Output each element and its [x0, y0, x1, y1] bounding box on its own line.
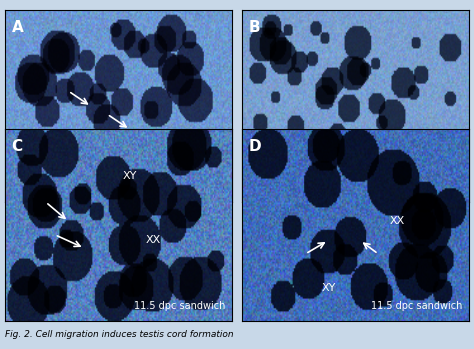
- Text: Fig. 2. Cell migration induces testis cord formation: Fig. 2. Cell migration induces testis co…: [5, 329, 233, 339]
- Text: D: D: [248, 139, 261, 154]
- Text: B: B: [248, 20, 260, 35]
- Text: XY control: XY control: [176, 183, 226, 193]
- Text: 11.5 dpc sandwich: 11.5 dpc sandwich: [134, 302, 226, 311]
- Text: XX control: XX control: [412, 183, 463, 193]
- Text: XY: XY: [123, 171, 137, 181]
- Text: XX: XX: [146, 235, 161, 245]
- Text: XY: XY: [321, 283, 336, 293]
- Text: 11.5 dpc sandwich: 11.5 dpc sandwich: [371, 302, 463, 311]
- Text: C: C: [11, 139, 23, 154]
- Text: A: A: [11, 20, 23, 35]
- Text: XX: XX: [390, 215, 405, 225]
